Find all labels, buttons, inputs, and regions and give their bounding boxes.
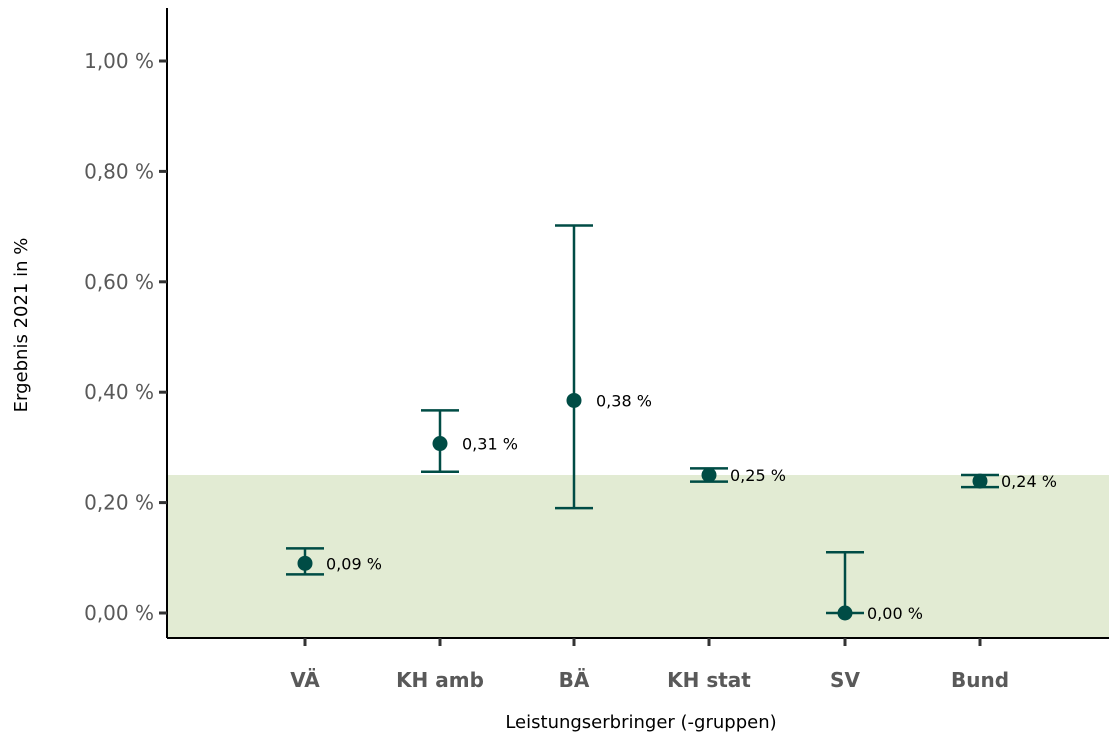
x-tick-labels: VÄ KH amb BÄ KH stat SV Bund: [290, 668, 1009, 692]
data-point: [566, 392, 582, 408]
y-tick-label: 0,60 %: [84, 270, 154, 294]
data-labels: 0,09 % 0,31 % 0,38 % 0,25 % 0,00 % 0,24 %: [326, 391, 1057, 623]
data-label: 0,24 %: [1001, 472, 1057, 491]
data-label: 0,38 %: [596, 391, 652, 410]
x-tick-label: VÄ: [290, 668, 320, 692]
reference-band-group: [167, 475, 1109, 638]
axes: [159, 8, 1109, 646]
data-points: [297, 392, 988, 621]
data-label: 0,25 %: [730, 466, 786, 485]
data-point: [701, 467, 717, 483]
x-tick-label: BÄ: [559, 668, 590, 692]
y-tick-label: 0,00 %: [84, 601, 154, 625]
data-point: [297, 555, 313, 571]
data-label: 0,31 %: [462, 435, 518, 454]
data-label: 0,00 %: [867, 604, 923, 623]
y-tick-label: 0,80 %: [84, 159, 154, 183]
y-tick-labels: 0,00 % 0,20 % 0,40 % 0,60 % 0,80 % 1,00 %: [84, 49, 154, 625]
x-tick-label: SV: [830, 668, 860, 692]
x-axis-title: Leistungserbringer (-gruppen): [505, 712, 776, 733]
data-point: [972, 473, 988, 489]
data-label: 0,09 %: [326, 554, 382, 573]
data-point: [432, 436, 448, 452]
x-tick-label: Bund: [951, 668, 1009, 692]
y-tick-label: 0,40 %: [84, 380, 154, 404]
x-tick-label: KH amb: [396, 668, 484, 692]
reference-band: [167, 475, 1109, 638]
y-axis-title: Ergebnis 2021 in %: [11, 238, 32, 413]
x-tick-label: KH stat: [667, 668, 751, 692]
y-tick-label: 0,20 %: [84, 491, 154, 515]
data-point: [837, 605, 853, 621]
y-tick-label: 1,00 %: [84, 49, 154, 73]
